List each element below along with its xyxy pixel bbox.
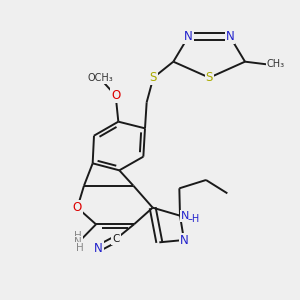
Text: N: N bbox=[181, 211, 189, 221]
Text: O: O bbox=[73, 201, 82, 214]
Text: OCH₃: OCH₃ bbox=[87, 73, 113, 83]
Text: H: H bbox=[74, 231, 82, 241]
Text: N: N bbox=[226, 30, 234, 43]
Text: N: N bbox=[74, 237, 82, 247]
Text: –H: –H bbox=[187, 214, 200, 224]
Text: N: N bbox=[184, 30, 193, 43]
Text: O: O bbox=[111, 89, 120, 102]
Text: CH₃: CH₃ bbox=[267, 59, 285, 69]
Text: N: N bbox=[180, 233, 188, 247]
Text: N: N bbox=[94, 242, 103, 255]
Text: S: S bbox=[150, 71, 157, 84]
Text: C: C bbox=[112, 234, 120, 244]
Text: H: H bbox=[76, 243, 84, 253]
Text: S: S bbox=[206, 71, 213, 84]
